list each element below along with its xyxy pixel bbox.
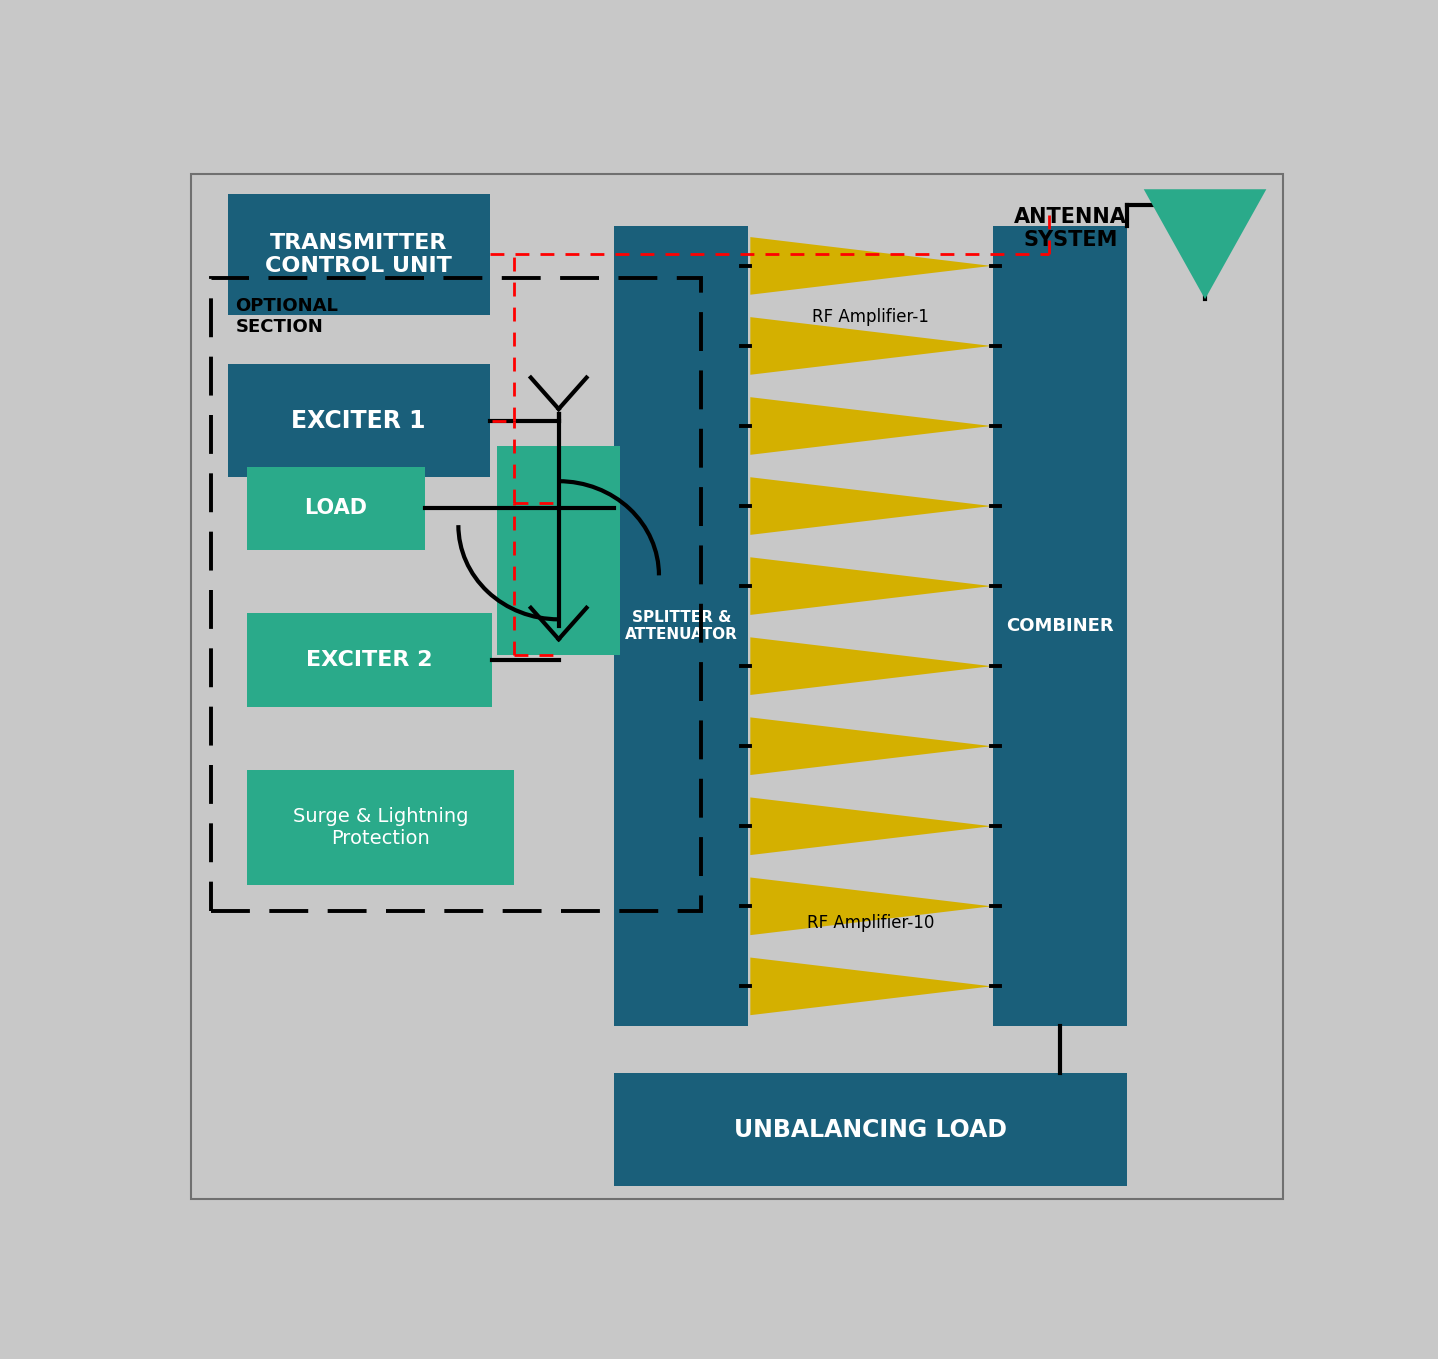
FancyBboxPatch shape <box>227 194 489 315</box>
FancyBboxPatch shape <box>227 364 489 477</box>
Polygon shape <box>751 317 991 375</box>
Text: TRANSMITTER
CONTROL UNIT: TRANSMITTER CONTROL UNIT <box>265 232 452 276</box>
Polygon shape <box>751 557 991 614</box>
Polygon shape <box>751 397 991 455</box>
Polygon shape <box>751 718 991 775</box>
Text: OPTIONAL
SECTION: OPTIONAL SECTION <box>236 298 338 336</box>
Polygon shape <box>1143 189 1267 299</box>
Polygon shape <box>751 798 991 855</box>
Polygon shape <box>751 958 991 1015</box>
Polygon shape <box>751 637 991 694</box>
Text: COMBINER: COMBINER <box>1007 617 1114 635</box>
Text: RF Amplifier-1: RF Amplifier-1 <box>812 307 929 326</box>
FancyBboxPatch shape <box>247 613 492 707</box>
Text: EXCITER 1: EXCITER 1 <box>292 409 426 432</box>
Text: ANTENNA
SYSTEM: ANTENNA SYSTEM <box>1014 207 1127 250</box>
FancyBboxPatch shape <box>614 1074 1127 1186</box>
Text: LOAD: LOAD <box>305 499 367 518</box>
Polygon shape <box>751 477 991 535</box>
FancyBboxPatch shape <box>614 226 748 1026</box>
FancyBboxPatch shape <box>498 446 620 655</box>
FancyBboxPatch shape <box>247 771 515 885</box>
FancyBboxPatch shape <box>994 226 1127 1026</box>
Polygon shape <box>751 878 991 935</box>
Text: RF Amplifier-10: RF Amplifier-10 <box>807 915 935 932</box>
Polygon shape <box>751 236 991 295</box>
Text: SPLITTER &
ATTENUATOR: SPLITTER & ATTENUATOR <box>626 610 738 643</box>
Text: UNBALANCING LOAD: UNBALANCING LOAD <box>735 1118 1007 1142</box>
FancyBboxPatch shape <box>191 174 1283 1199</box>
Text: Surge & Lightning
Protection: Surge & Lightning Protection <box>292 807 469 848</box>
Text: EXCITER 2: EXCITER 2 <box>306 650 433 670</box>
FancyBboxPatch shape <box>247 466 426 550</box>
